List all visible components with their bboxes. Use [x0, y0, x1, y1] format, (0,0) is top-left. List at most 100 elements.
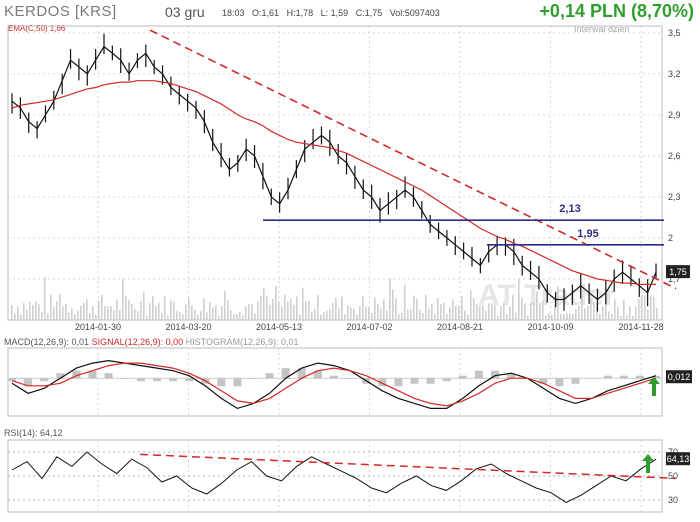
volume-bar [83, 302, 85, 320]
volume-bar [62, 306, 64, 320]
macd-histogram-bar [297, 368, 306, 379]
volume-bar [53, 306, 55, 320]
rsi-value-box [666, 452, 690, 466]
x-tick-label: 2014-10-09 [527, 322, 573, 332]
volume-bar [449, 307, 451, 320]
volume-bar [29, 301, 31, 320]
volume-bar [539, 302, 541, 320]
volume-bar [167, 315, 169, 320]
volume-bar [212, 307, 214, 320]
volume-bar [278, 302, 280, 320]
volume-bar [587, 305, 589, 320]
price-y-tick-label: 2,3 [668, 192, 681, 202]
volume-bar [374, 297, 376, 320]
macd-histogram-bar [571, 378, 580, 384]
volume-bar [164, 296, 166, 320]
volume-bar [209, 302, 211, 320]
volume-bar [416, 298, 418, 320]
volume-bar [143, 292, 145, 320]
volume-bar [593, 302, 595, 320]
volume-bar [647, 309, 649, 320]
volume-bar [380, 308, 382, 320]
volume-bar [203, 298, 205, 320]
volume-bar [620, 315, 622, 320]
volume-bar [185, 304, 187, 320]
volume-bar [476, 304, 478, 320]
volume-bar [197, 314, 199, 320]
volume-bar [491, 303, 493, 320]
volume-bar [119, 310, 121, 320]
macd-histogram-bar [603, 375, 612, 379]
volume-bar [554, 305, 556, 320]
volume-bar [398, 314, 400, 320]
x-tick-label: 2014-05-13 [256, 322, 302, 332]
macd-histogram-bar [185, 378, 194, 382]
macd-histogram-bar [265, 373, 274, 379]
x-tick-label: 2014-01-30 [75, 322, 121, 332]
volume-bar [641, 294, 643, 320]
volume-bar [50, 294, 52, 320]
volume-bar [596, 305, 598, 320]
volume-bar [299, 314, 301, 320]
volume-bar [347, 305, 349, 320]
volume-bar [92, 306, 94, 320]
volume-bar [107, 306, 109, 320]
volume-bar [284, 294, 286, 320]
volume-bar [560, 314, 562, 320]
volume-bar [35, 301, 37, 320]
volume-bar [335, 297, 337, 320]
volume-bar [542, 301, 544, 320]
price-y-tick-label: 2 [668, 233, 673, 243]
volume-bar [473, 298, 475, 320]
volume-bar [206, 312, 208, 320]
volume-bar [650, 296, 652, 320]
macd-histogram-bar [152, 378, 161, 382]
volume-bar [407, 309, 409, 320]
price-y-tick-label: 3,2 [668, 69, 681, 79]
volume-bar [503, 302, 505, 320]
volume-bar [269, 305, 271, 320]
volume-bar [311, 311, 313, 320]
price-y-tick-label: 2,9 [668, 110, 681, 120]
volume-bar [131, 303, 133, 320]
volume-bar [14, 313, 16, 320]
macd-histogram-bar [330, 375, 338, 379]
volume-bar [233, 314, 235, 320]
volume-bar [575, 309, 577, 320]
volume-bar [638, 299, 640, 320]
volume-bar [614, 299, 616, 320]
macd-histogram-bar [635, 375, 644, 379]
volume-bar [17, 306, 19, 320]
price-y-tick-label: 1,7 [668, 274, 681, 284]
volume-bar [326, 310, 328, 320]
macd-histogram-bar [120, 378, 129, 379]
rsi-value-label: 64,13 [667, 454, 690, 464]
price-y-tick-label: 3,5 [668, 28, 681, 38]
volume-bar [446, 314, 448, 320]
volume-bar [125, 295, 127, 320]
rsi-y-tick-label: 70 [668, 447, 678, 457]
macd-histogram-bar [104, 373, 113, 379]
volume-bar [56, 301, 58, 320]
volume-bar [644, 295, 646, 320]
volume-bar [140, 300, 142, 320]
volume-bar [122, 279, 124, 320]
volume-bar [368, 307, 370, 320]
macd-signal-line [11, 362, 657, 407]
volume-bar [134, 308, 136, 320]
volume-bar [98, 301, 100, 320]
close-value: C:1,75 [355, 8, 383, 18]
macd-histogram-bar [539, 378, 548, 384]
volume-bar [191, 305, 193, 320]
volume-bar [419, 309, 421, 320]
histogram-label: HISTOGRAM(12,26,9): 0,01 [185, 337, 299, 347]
rsi-label: RSI(14): 64,12 [4, 428, 63, 438]
volume-bar [44, 277, 46, 320]
volume-bar [389, 278, 391, 320]
volume-bar [236, 314, 238, 320]
volume-bar [257, 301, 259, 320]
volume-bar [452, 299, 454, 320]
volume-bar [551, 314, 553, 320]
ticker-symbol: KERDOS [KRS] [4, 3, 117, 20]
buy-signal-arrow-icon [642, 454, 654, 473]
